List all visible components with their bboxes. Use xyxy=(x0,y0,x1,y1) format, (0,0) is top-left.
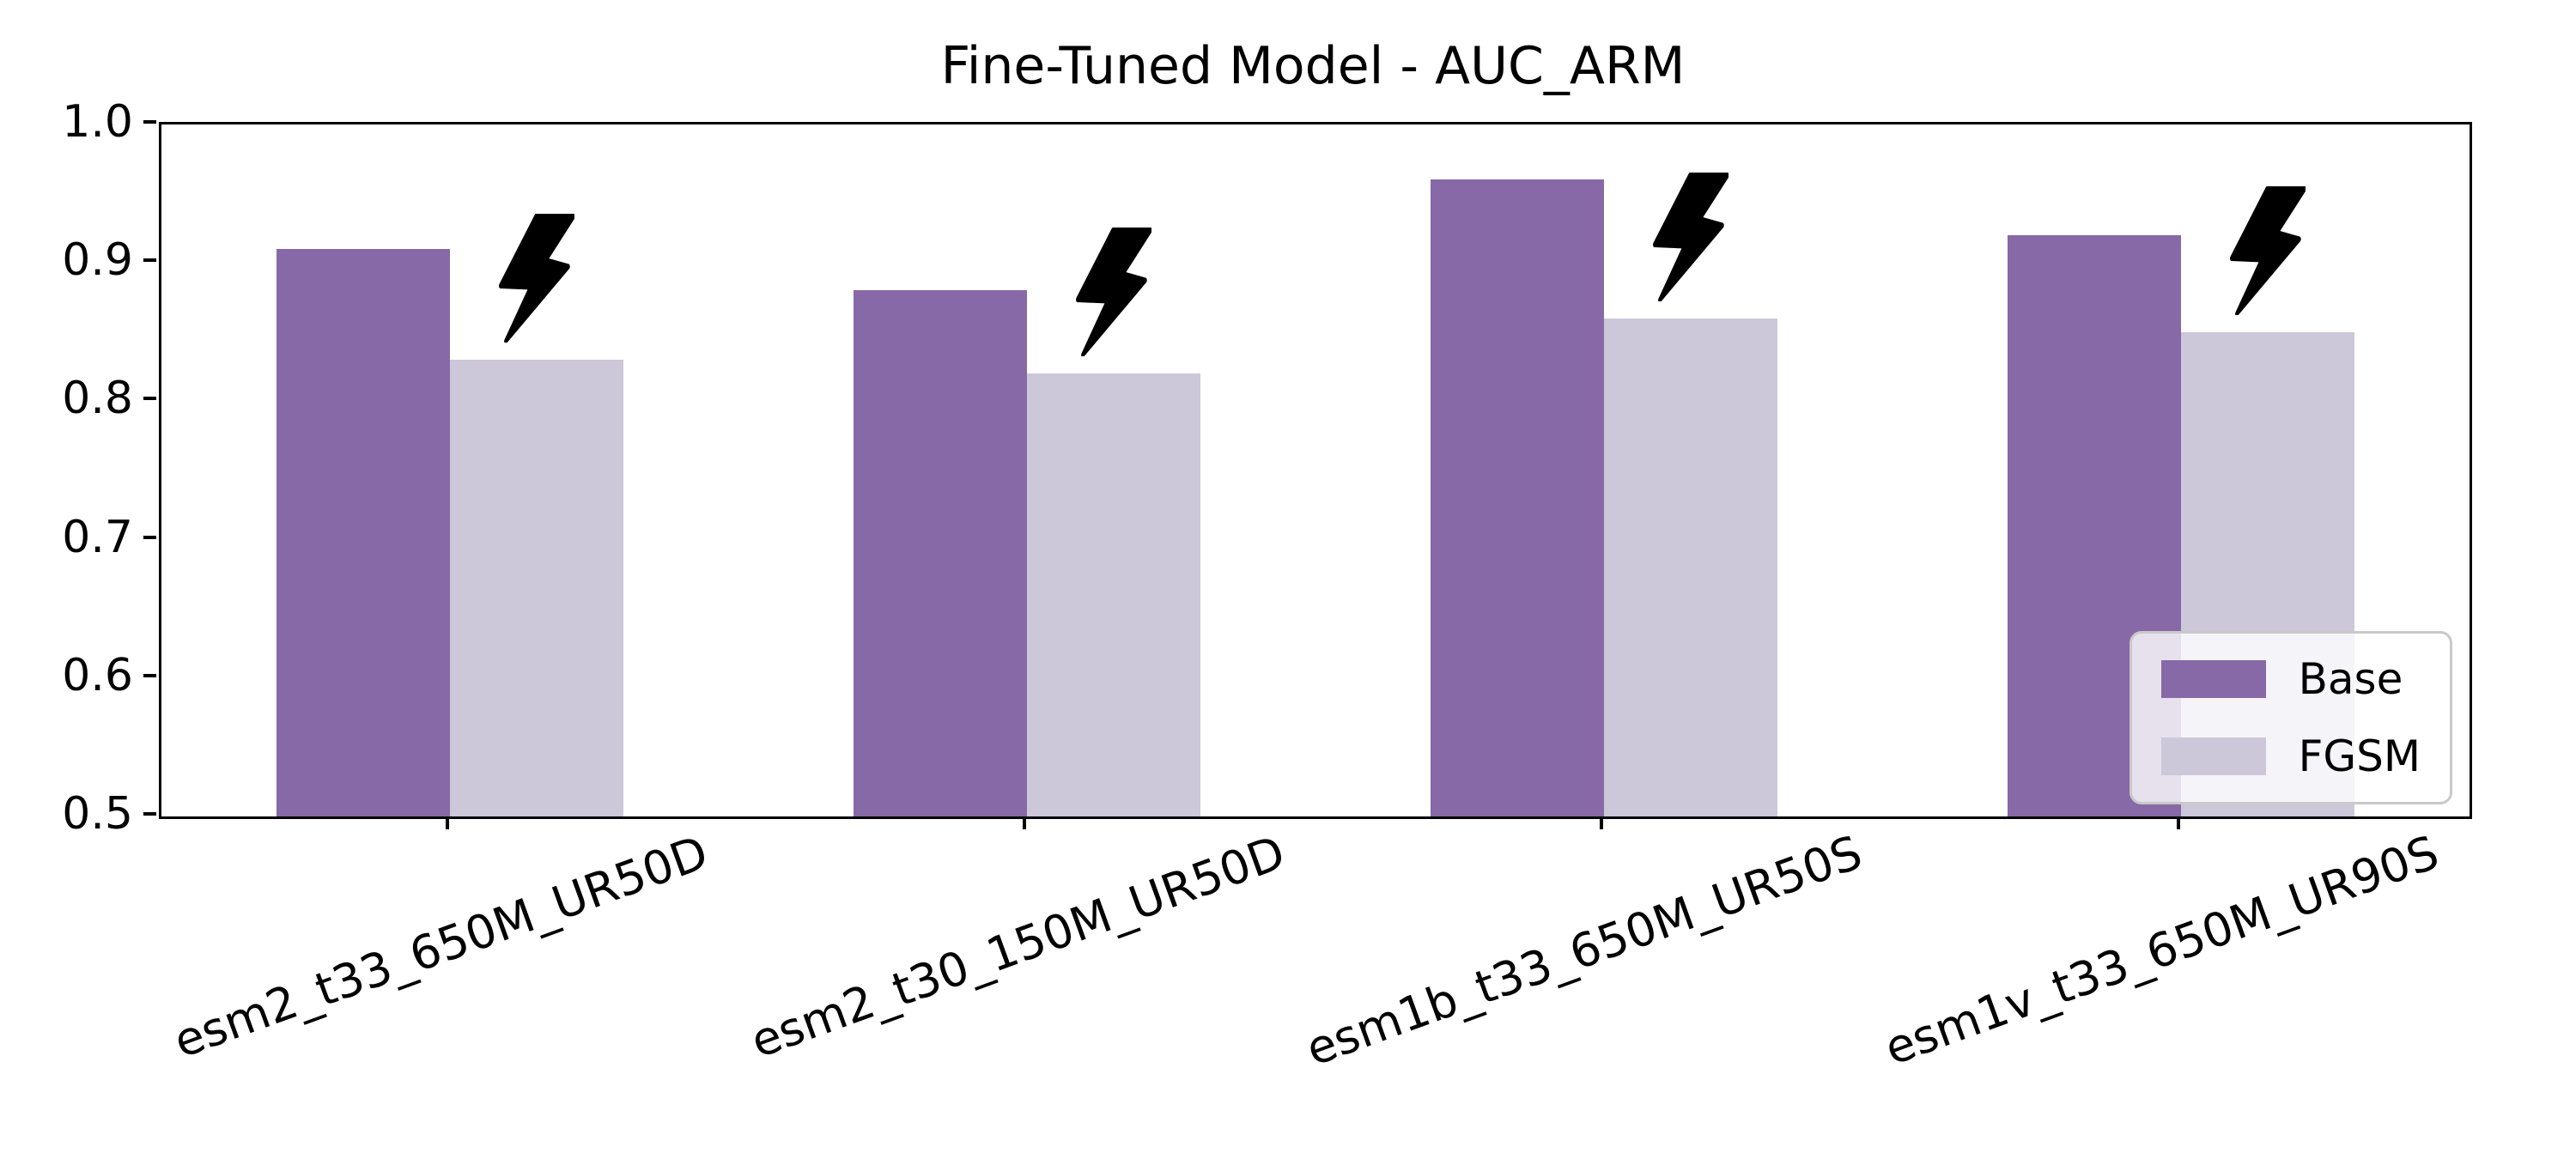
x-axis-tick-mark xyxy=(1600,816,1603,829)
x-axis-tick-label: esm1v_t33_650M_UR90S xyxy=(1877,825,2446,1077)
legend-item: Base xyxy=(2160,654,2421,704)
bar-base xyxy=(1431,179,1604,816)
lightning-bolt-icon xyxy=(2230,185,2306,317)
y-axis-tick-mark xyxy=(143,812,156,816)
y-axis-tick-label: 0.6 xyxy=(62,649,133,701)
chart-title: Fine-Tuned Model - AUC_ARM xyxy=(940,36,1686,96)
legend-item: FGSM xyxy=(2160,731,2421,781)
legend-label: Base xyxy=(2298,654,2403,704)
bar-fgsm xyxy=(450,360,623,816)
y-axis-tick-mark xyxy=(143,120,156,124)
x-axis-tick-mark xyxy=(1023,816,1026,829)
legend-swatch xyxy=(2160,737,2266,775)
y-axis-tick-mark xyxy=(143,258,156,263)
y-axis-tick-label: 1.0 xyxy=(62,96,133,148)
y-axis-tick-label: 0.5 xyxy=(62,788,133,840)
bar-fgsm xyxy=(1604,318,1777,816)
x-axis-tick-label: esm1b_t33_650M_UR50S xyxy=(1298,825,1869,1077)
legend-label: FGSM xyxy=(2298,731,2421,781)
legend: Base FGSM xyxy=(2129,631,2452,804)
y-axis-tick-label: 0.7 xyxy=(62,511,133,563)
bar-fgsm xyxy=(1027,373,1200,816)
lightning-bolt-icon xyxy=(1076,228,1152,358)
y-axis-tick-mark xyxy=(143,673,156,677)
x-axis-tick-label: esm2_t33_650M_UR50D xyxy=(167,825,715,1069)
lightning-bolt-icon xyxy=(1653,172,1729,303)
y-axis-tick-mark xyxy=(143,535,156,539)
lightning-bolt-icon xyxy=(499,214,575,344)
x-axis-tick-mark xyxy=(446,816,449,829)
y-axis-tick-label: 0.9 xyxy=(62,234,133,287)
plot-area: Base FGSM xyxy=(159,122,2472,819)
x-axis-tick-label: esm2_t30_150M_UR50D xyxy=(744,825,1292,1069)
x-axis-tick-mark xyxy=(2177,816,2180,829)
y-axis-tick-label: 0.8 xyxy=(62,373,133,425)
legend-swatch xyxy=(2160,660,2266,698)
y-axis-tick-mark xyxy=(143,397,156,401)
bar-base xyxy=(854,290,1027,816)
bar-base xyxy=(276,249,450,816)
